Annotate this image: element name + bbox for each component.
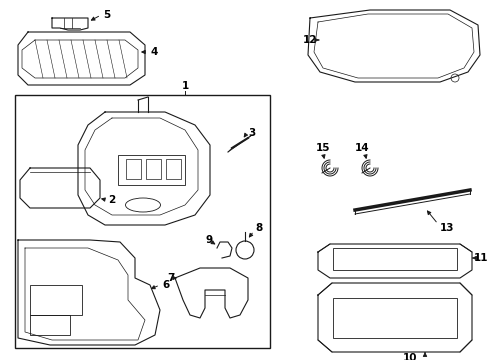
- Text: 4: 4: [150, 47, 157, 57]
- Bar: [126, 159, 141, 179]
- Bar: [30, 285, 82, 315]
- Text: 13: 13: [440, 223, 455, 233]
- Text: 10: 10: [403, 353, 417, 360]
- Bar: [15, 95, 270, 348]
- Bar: [146, 159, 161, 179]
- Text: 11: 11: [474, 253, 489, 263]
- Text: 3: 3: [248, 128, 255, 138]
- Text: 15: 15: [316, 143, 330, 153]
- Text: 2: 2: [108, 195, 115, 205]
- Text: 9: 9: [205, 235, 212, 245]
- Bar: [118, 155, 185, 185]
- Text: 8: 8: [255, 223, 262, 233]
- Text: 1: 1: [181, 81, 189, 91]
- Text: 5: 5: [103, 10, 110, 20]
- Text: 12: 12: [303, 35, 318, 45]
- Bar: [30, 315, 70, 335]
- Bar: [333, 248, 457, 270]
- Text: 7: 7: [167, 273, 174, 283]
- Text: 14: 14: [355, 143, 369, 153]
- Bar: [333, 298, 457, 338]
- Bar: [166, 159, 181, 179]
- Text: 6: 6: [162, 280, 169, 290]
